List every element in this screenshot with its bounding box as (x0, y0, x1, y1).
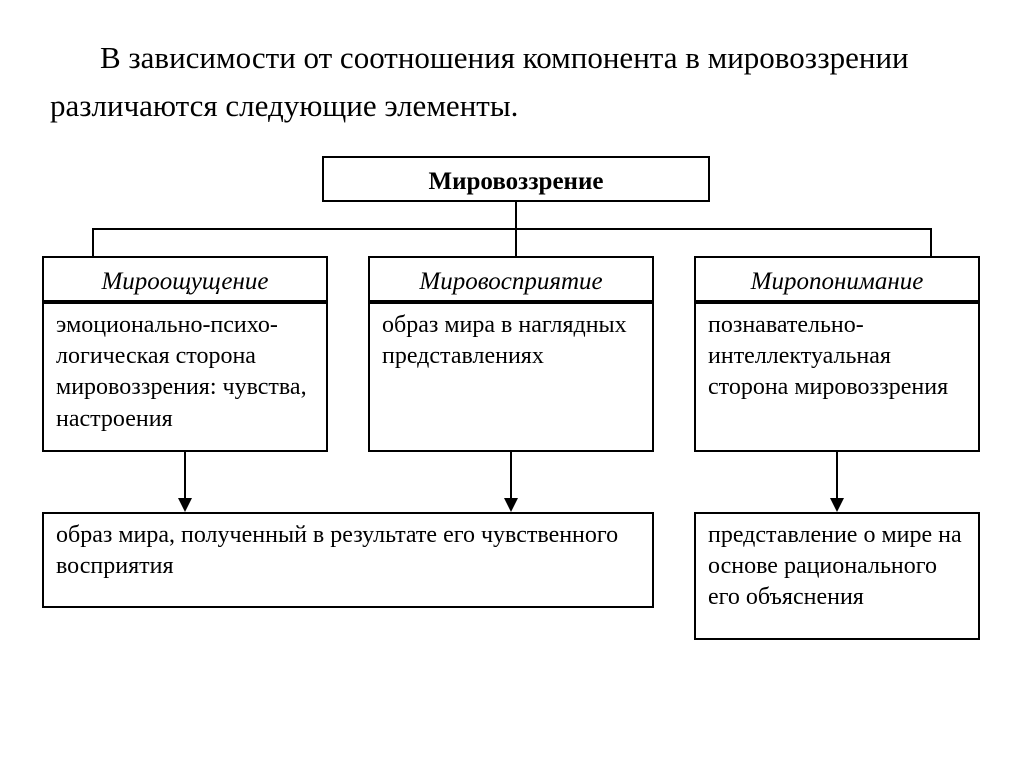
col2-desc: образ мира в на­глядных пред­ставлениях (368, 302, 654, 452)
connector-hbar (92, 228, 932, 230)
arrow-head-3 (830, 498, 844, 512)
page-root: В зависимости от соотношения компонента … (0, 0, 1024, 767)
col3-desc: познавательно-интеллектуальная сторона м… (694, 302, 980, 452)
arrow-line-1 (184, 452, 186, 498)
intro-paragraph: В зависимости от соотношения компонента … (50, 30, 964, 130)
arrow-line-2 (510, 452, 512, 498)
col3-title: Миропонимание (694, 256, 980, 302)
arrow-head-2 (504, 498, 518, 512)
arrow-head-1 (178, 498, 192, 512)
diagram-container: Мировоззрение Мироощущение эмоционально-… (42, 156, 982, 716)
arrow-line-3 (836, 452, 838, 498)
result-right: представление о мире на основе рациональ… (694, 512, 980, 640)
col1-title: Мироощущение (42, 256, 328, 302)
connector-drop-1 (92, 228, 94, 256)
col2-title: Мировосприятие (368, 256, 654, 302)
result-left: образ мира, полученный в результате его … (42, 512, 654, 608)
root-box: Мировоззрение (322, 156, 710, 202)
connector-drop-3 (930, 228, 932, 256)
col1-desc: эмоционально-психо­логическая сторона ми… (42, 302, 328, 452)
